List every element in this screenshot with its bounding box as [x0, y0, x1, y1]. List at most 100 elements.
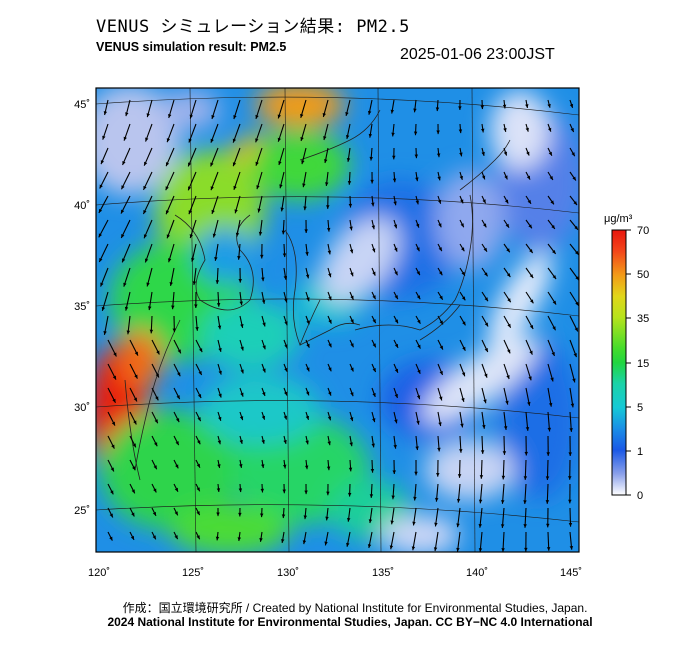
wind-arrow-head [506, 248, 510, 253]
wind-arrow-head [523, 476, 528, 480]
wind-arrow-head [255, 161, 259, 166]
wind-arrow-head [478, 548, 483, 552]
wind-arrow-head [393, 444, 397, 449]
wind-arrow-head [547, 103, 551, 108]
wind-arrow-head [417, 319, 421, 324]
wind-arrow-head [436, 130, 440, 135]
wind-arrow-head [210, 162, 214, 167]
lon-tick-125: 125˚ [182, 567, 204, 579]
wind-arrow-head [389, 545, 394, 550]
wind-arrow-head [284, 321, 288, 326]
wind-arrow-head [414, 471, 418, 476]
pm25-field [96, 88, 579, 552]
wind-arrow-head [572, 378, 576, 383]
wind-arrow-head [526, 175, 531, 180]
wind-arrow-head [306, 320, 310, 325]
wind-arrow-head [211, 114, 215, 119]
wind-arrow-head [568, 476, 572, 480]
wind-arrow-head [502, 104, 507, 109]
wind-arrow-head [148, 306, 152, 311]
wind-arrow-head [484, 373, 488, 378]
lat-tick-40: 40˚ [74, 200, 90, 212]
wind-arrow-head [109, 536, 113, 541]
wind-arrow-head [462, 321, 466, 326]
wind-arrow-head [260, 254, 264, 259]
wind-arrow-head [349, 249, 354, 254]
wind-arrow-head [478, 523, 482, 528]
wind-arrow-head [306, 297, 310, 302]
wind-arrow-head [214, 257, 218, 261]
wind-arrow-head [458, 129, 463, 134]
wind-arrow-head [460, 247, 465, 252]
wind-arrow-head [501, 548, 505, 552]
wind-arrow-head [549, 176, 553, 180]
wind-arrow-head [525, 427, 530, 431]
wind-arrow-head [523, 524, 527, 528]
wind-arrow-head [547, 127, 552, 132]
wind-arrow-head [281, 514, 286, 519]
wind-arrow-head [174, 511, 178, 516]
wind-arrow-head [99, 257, 103, 262]
wind-arrow-head [484, 297, 488, 302]
wind-arrow-head [369, 156, 373, 161]
wind-arrow-head [152, 511, 156, 516]
wind-arrow-head [501, 500, 505, 504]
wind-arrow-head [370, 179, 374, 184]
wind-arrow-head [304, 229, 308, 233]
wind-arrow-head [390, 109, 395, 114]
colorbar-label-5: 5 [637, 402, 643, 414]
wind-arrow-head [439, 295, 443, 300]
wind-arrow-head [500, 524, 505, 528]
wind-arrow-head [146, 282, 150, 287]
wind-arrow-head [211, 209, 215, 214]
wind-arrow-head [372, 343, 376, 348]
wind-arrow-head [368, 133, 373, 138]
wind-arrow-head [198, 348, 203, 353]
wind-arrow-head [350, 343, 354, 348]
wind-arrow-head [131, 489, 135, 494]
wind-arrow-head [152, 535, 156, 540]
wind-arrow-head [457, 474, 462, 478]
wind-arrow-head [171, 305, 175, 310]
wind-arrow-head [527, 401, 531, 406]
wind-arrow-head [239, 439, 243, 444]
wind-arrow-head [434, 497, 439, 502]
colorbar-unit: μg/m³ [604, 213, 633, 225]
wind-arrow-head [302, 540, 307, 545]
page-title-jp: VENUS シミュレーション結果: PM2.5 [96, 17, 410, 37]
wind-arrow-head [415, 223, 420, 228]
wind-arrow-head [233, 115, 237, 120]
wind-arrow-head [480, 128, 485, 133]
wind-arrow-head [283, 440, 287, 444]
wind-arrow-head [282, 489, 286, 494]
wind-arrow-head [234, 209, 238, 214]
wind-arrow-head [143, 185, 147, 190]
wind-arrow-head [282, 253, 287, 258]
wind-arrow-head [284, 344, 288, 349]
wind-arrow-head [217, 464, 221, 469]
wind-arrow-head [414, 154, 419, 159]
wind-arrow-head [110, 467, 114, 472]
wind-arrow-head [460, 223, 464, 228]
wind-arrow-head [347, 492, 352, 497]
wind-arrow-head [238, 278, 242, 283]
wind-arrow-head [413, 108, 417, 113]
wind-arrow-head [103, 331, 107, 335]
wind-vectors [98, 99, 579, 552]
wind-arrow-head [372, 295, 376, 300]
wind-arrow-head [196, 535, 200, 540]
wind-arrow-head [483, 399, 487, 404]
wind-arrow-head [121, 209, 125, 214]
wind-arrow-head [262, 322, 266, 327]
wind-arrow-head [370, 469, 375, 473]
wind-arrow-head [168, 114, 172, 118]
wind-arrow-head [529, 324, 534, 329]
wind-arrow-head [523, 500, 527, 504]
wind-arrow-head [259, 538, 263, 542]
wind-arrow-head [326, 491, 330, 496]
wind-arrow-head [439, 370, 443, 375]
wind-arrow-head [348, 203, 353, 208]
wind-arrow-head [100, 160, 105, 165]
wind-arrow-head [482, 424, 486, 429]
